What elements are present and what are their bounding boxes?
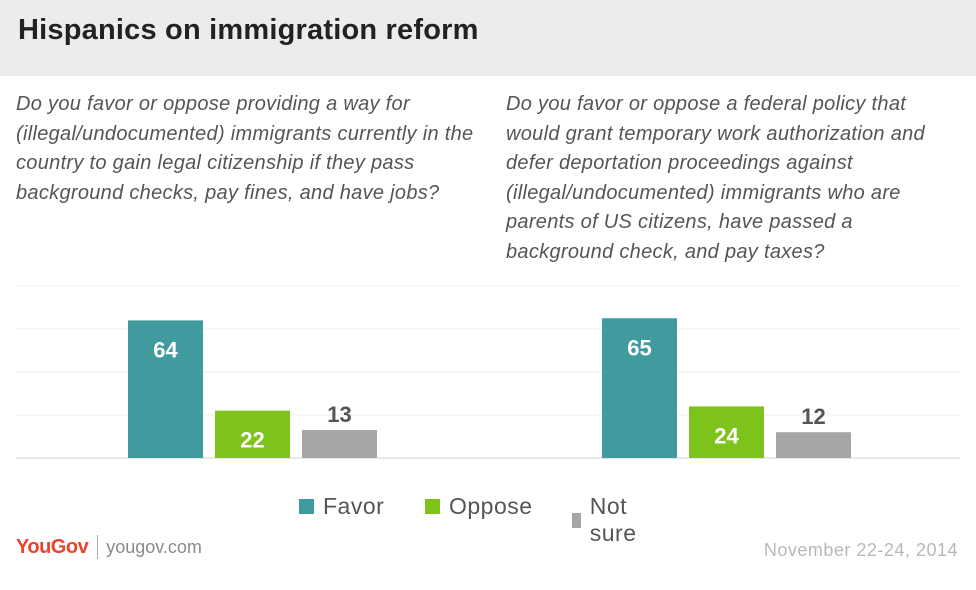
bar-favor-q1 — [128, 320, 203, 458]
question-right: Do you favor or oppose a federal policy … — [506, 93, 925, 263]
data-label-favor-q1: 64 — [153, 337, 178, 362]
logo-you-text: You — [16, 535, 51, 558]
data-label-oppose-q1: 22 — [240, 428, 264, 453]
legend-swatch-favor — [299, 499, 314, 514]
brand: YouGov yougov.com — [16, 535, 202, 559]
logo-gov-text: Gov — [50, 535, 89, 558]
bar-not-sure-q1 — [302, 430, 377, 458]
bar-favor-q2 — [602, 318, 677, 458]
question-left: Do you favor or oppose providing a way f… — [16, 93, 474, 204]
data-label-not-sure-q2: 12 — [801, 404, 825, 429]
yougov-logo: YouGov — [16, 535, 89, 559]
survey-date: November 22-24, 2014 — [763, 540, 958, 560]
bar-not-sure-q2 — [776, 432, 851, 458]
legend-item-not-sure: Not sure — [572, 493, 643, 547]
legend-item-oppose: Oppose — [425, 493, 533, 520]
data-label-not-sure-q1: 13 — [327, 402, 351, 427]
brand-divider — [97, 535, 99, 559]
legend-label-favor: Favor — [323, 493, 385, 519]
data-label-oppose-q2: 24 — [714, 423, 739, 448]
legend-item-favor: Favor — [299, 493, 384, 520]
legend-swatch-not-sure — [572, 512, 581, 528]
legend-swatch-oppose — [425, 499, 440, 514]
bar-oppose-q1 — [215, 410, 290, 458]
chart-title: Hispanics on immigration reform — [18, 14, 479, 46]
header-bar: Hispanics on immigration reform — [0, 0, 976, 76]
site-link[interactable]: yougov.com — [106, 536, 202, 557]
legend-label-oppose: Oppose — [449, 493, 533, 519]
legend-label-not-sure: Not sure — [589, 493, 637, 546]
bar-oppose-q2 — [689, 406, 764, 458]
data-label-favor-q2: 65 — [627, 335, 651, 360]
